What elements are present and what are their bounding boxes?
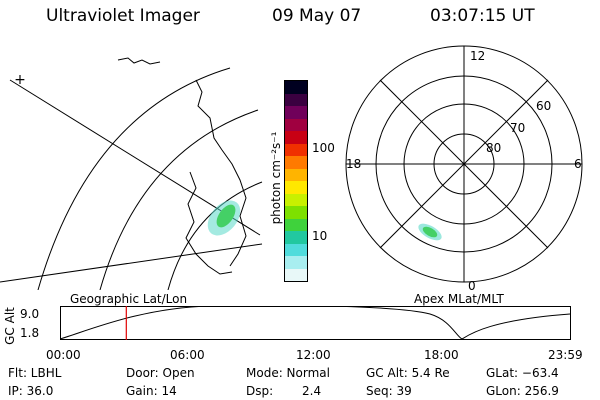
orbit-ytick-1-8: 1.8 xyxy=(20,326,40,340)
colorbar-band xyxy=(285,168,307,181)
colorbar-band xyxy=(285,243,307,256)
info-flt: Flt: LBHL xyxy=(8,366,62,380)
colorbar-band xyxy=(285,106,307,119)
plus-marker: + xyxy=(14,72,26,88)
date-label: 09 May 07 xyxy=(272,6,362,26)
lat-label-80: 80 xyxy=(486,141,501,155)
info-door: Door: Open xyxy=(126,366,195,380)
coastline-east xyxy=(195,79,247,267)
geographic-map: + xyxy=(0,57,263,290)
colorbar-band xyxy=(285,156,307,169)
orbit-xtick-1800: 18:00 xyxy=(424,348,459,362)
app-title: Ultraviolet Imager xyxy=(46,6,200,26)
apex-label: Apex MLat/MLT xyxy=(414,292,504,306)
meridian-line-2 xyxy=(0,243,263,283)
orbit-xtick-2359: 23:59 xyxy=(548,348,583,362)
time-label: 03:07:15 UT xyxy=(430,6,535,26)
mlt-label-6: 6 xyxy=(574,157,582,171)
info-ip: IP: 36.0 xyxy=(8,384,54,398)
altitude-curve xyxy=(60,306,571,340)
colorbar-band xyxy=(285,118,307,131)
orbit-ylabel: GC Alt xyxy=(3,307,17,345)
colorbar-band xyxy=(285,268,307,281)
info-mode: Mode: Normal xyxy=(246,366,330,380)
orbit-xtick-0000: 00:00 xyxy=(46,348,81,362)
colorbar-unit-label: photon cm⁻²s⁻¹ xyxy=(269,131,283,225)
info-dsp-value: 2.4 xyxy=(302,384,322,398)
latitude-arc-outer xyxy=(37,67,231,290)
info-dsp-label: Dsp: xyxy=(246,384,274,398)
colorbar-band xyxy=(285,256,307,269)
colorbar-band xyxy=(285,218,307,231)
colorbar-band xyxy=(285,181,307,194)
colorbar-band xyxy=(285,131,307,144)
colorbar-band xyxy=(285,193,307,206)
lat-label-70: 70 xyxy=(510,121,525,135)
geographic-label: Geographic Lat/Lon xyxy=(70,292,188,306)
coastline-north xyxy=(117,57,161,65)
colorbar-tick-10: 10 xyxy=(312,229,328,243)
mlt-label-18: 18 xyxy=(346,157,361,171)
mlt-label-0: 0 xyxy=(468,279,476,293)
info-glon: GLon: 256.9 xyxy=(486,384,559,398)
info-gain: Gain: 14 xyxy=(126,384,177,398)
colorbar-band xyxy=(285,93,307,106)
orbit-xtick-0600: 06:00 xyxy=(170,348,205,362)
info-seq: Seq: 39 xyxy=(366,384,412,398)
latitude-arc-middle xyxy=(99,109,259,290)
colorbar-band xyxy=(285,81,307,94)
info-glat: GLat: −63.4 xyxy=(486,366,559,380)
colorbar-tick-100: 100 xyxy=(312,141,335,155)
lat-label-60: 60 xyxy=(536,99,551,113)
aurora-patch-polar xyxy=(418,223,442,241)
mlt-label-12: 12 xyxy=(470,49,485,63)
orbit-ytick-9: 9.0 xyxy=(20,307,40,321)
colorbar-band xyxy=(285,206,307,219)
colorbar-band xyxy=(285,143,307,156)
latitude-arc-inner xyxy=(167,181,263,290)
coastline-west xyxy=(185,171,233,275)
orbit-altitude-plot xyxy=(60,306,571,340)
mlt-line-diagonal-2 xyxy=(379,79,549,249)
aurora-patch-geo xyxy=(207,200,241,236)
polar-plot: 12 18 6 0 60 70 80 xyxy=(345,45,583,293)
colorbar-band xyxy=(285,231,307,244)
info-gc-alt: GC Alt: 5.4 Re xyxy=(366,366,450,380)
orbit-xtick-1200: 12:00 xyxy=(296,348,331,362)
colorbar xyxy=(284,80,308,282)
